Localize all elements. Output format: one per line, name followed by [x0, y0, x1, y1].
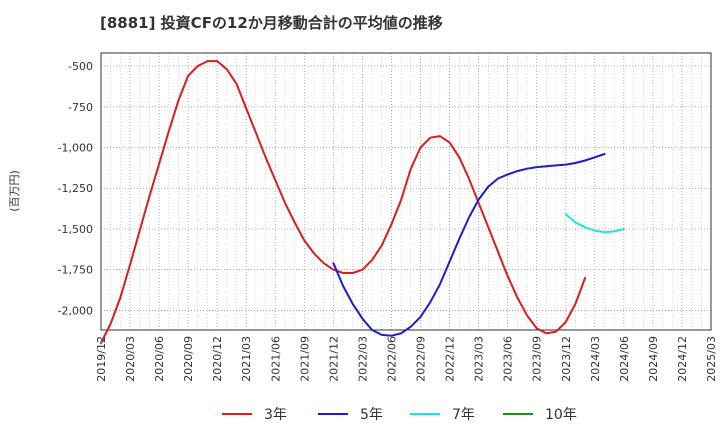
legend: 3年 5年 7年 10年 — [222, 407, 577, 423]
y-axis-tick-labels: -500 -750 -1,000 -1,250 -1,500 -1,750 -2,000 — [58, 60, 93, 317]
x-tick-label: 2020/12 — [211, 336, 224, 382]
x-tick-label: 2025/03 — [705, 336, 718, 382]
legend-label: 7年 — [452, 407, 475, 423]
x-tick-label: 2022/03 — [356, 336, 369, 382]
x-tick-label: 2021/06 — [269, 336, 282, 382]
grid-lines — [100, 53, 712, 330]
y-tick-label: -750 — [68, 101, 93, 114]
x-tick-label: 2022/12 — [444, 336, 457, 382]
series-line-7年 — [564, 213, 625, 234]
x-tick-label: 2022/09 — [415, 336, 428, 382]
x-tick-label: 2020/06 — [153, 336, 166, 382]
x-tick-label: 2020/03 — [124, 336, 137, 382]
y-tick-label: -1,250 — [58, 182, 93, 195]
legend-label: 3年 — [264, 407, 287, 423]
x-tick-label: 2021/09 — [298, 336, 311, 382]
y-tick-label: -1,750 — [58, 264, 93, 277]
x-tick-label: 2024/09 — [647, 336, 660, 382]
y-tick-label: -1,000 — [58, 142, 93, 155]
series-line-5年 — [332, 153, 606, 337]
x-tick-label: 2023/09 — [531, 336, 544, 382]
x-tick-label: 2019/12 — [95, 336, 108, 382]
x-tick-label: 2024/03 — [589, 336, 602, 382]
x-axis-tick-labels: 2019/12 2020/03 2020/06 2020/09 2020/12 2021/… — [95, 336, 718, 382]
plot-area-frame — [100, 52, 712, 331]
y-tick-label: -2,000 — [58, 304, 93, 317]
x-tick-label: 2024/06 — [618, 336, 631, 382]
x-tick-label: 2023/03 — [473, 336, 486, 382]
x-tick-label: 2020/09 — [182, 336, 195, 382]
y-tick-label: -1,500 — [58, 223, 93, 236]
series-lines — [100, 60, 625, 344]
x-tick-label: 2021/03 — [240, 336, 253, 382]
x-tick-label: 2023/12 — [560, 336, 573, 382]
legend-label: 10年 — [545, 407, 577, 423]
y-axis-label: (百万円) — [8, 170, 21, 212]
series-line-3年 — [100, 60, 587, 344]
y-tick-label: -500 — [68, 60, 93, 73]
chart-title: [8881] 投資CFの12か月移動合計の平均値の推移 — [100, 14, 443, 32]
x-tick-label: 2022/06 — [385, 336, 398, 382]
legend-label: 5年 — [360, 407, 383, 423]
x-tick-label: 2023/06 — [502, 336, 515, 382]
x-tick-label: 2021/12 — [327, 336, 340, 382]
x-tick-label: 2024/12 — [676, 336, 689, 382]
